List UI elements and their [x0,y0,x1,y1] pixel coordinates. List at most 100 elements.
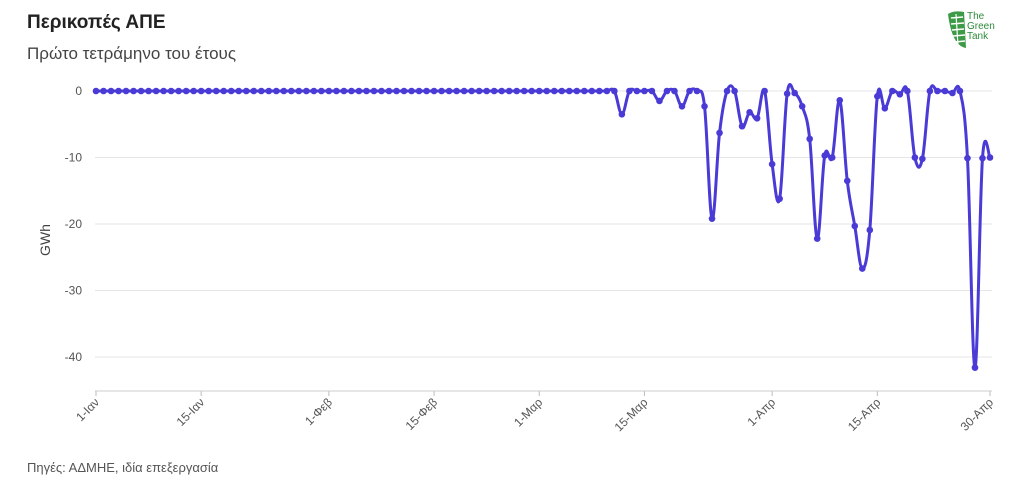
data-point [107,87,115,95]
data-point [333,87,340,95]
y-tick-label: -10 [65,151,83,165]
data-point [137,87,145,95]
data-point [490,87,498,95]
data-point [581,87,588,95]
data-point [671,87,678,95]
data-point [400,87,408,95]
data-point [656,97,663,105]
data-point [190,87,197,95]
data-point [355,87,363,95]
x-tick-label: 15-Μαρ [612,395,651,434]
data-point [934,87,941,95]
data-point [182,87,190,95]
data-point [874,93,881,100]
data-point [949,89,956,97]
data-point [318,87,325,95]
y-tick-label: -20 [65,217,83,231]
x-tick-label: 15-Ιαν [174,395,208,429]
data-point [205,87,212,95]
data-point [408,87,415,95]
data-point [956,87,964,95]
logo-text-line3: Tank [967,31,989,42]
data-point [550,87,558,95]
data-point [453,87,460,95]
data-point [257,87,265,95]
data-point [791,89,798,97]
data-point [761,87,768,95]
data-point [340,87,348,95]
data-point [280,87,288,95]
data-point [535,87,543,95]
data-point [618,110,626,118]
data-point [881,104,889,112]
data-point [708,215,716,222]
data-point [641,87,648,95]
logo-text-line2: Green [967,21,995,32]
data-point [596,87,603,95]
data-point [738,122,746,130]
data-point [393,87,400,95]
data-point [152,87,160,95]
data-point [716,129,723,137]
data-point [851,222,859,230]
data-point [227,87,235,95]
data-point [648,87,656,95]
series-points [92,87,994,371]
data-point [100,87,107,95]
data-point [678,102,686,110]
data-point [843,177,851,185]
y-tick-label: 0 [75,84,82,98]
data-point [445,87,453,95]
data-point [265,87,273,95]
data-point [603,87,611,95]
data-point [528,87,536,95]
data-point [543,87,551,95]
data-point [303,87,310,95]
data-point [460,87,468,95]
data-point [468,87,475,95]
data-point [941,87,949,95]
data-point [242,87,250,95]
data-point [806,135,813,143]
data-point [836,97,844,104]
data-point [160,87,167,95]
data-point [768,160,776,168]
data-point [273,87,280,95]
y-gridlines [95,90,992,358]
data-point [558,87,566,95]
x-tick-label: 15-Φεβ [403,395,441,433]
data-point [776,195,783,203]
data-point [926,87,934,95]
data-point [167,87,175,95]
data-point [633,87,641,95]
data-point [723,87,731,95]
data-point [348,87,355,95]
data-point [731,87,738,95]
chart-title: Περικοπές ΑΠΕ [27,12,166,33]
data-point [611,87,618,95]
data-point [423,87,430,95]
y-axis-label: GWh [37,224,53,256]
data-point [828,154,836,161]
x-tick-label: 15-Απρ [845,395,884,434]
data-point [235,87,243,95]
data-point [896,91,904,98]
data-point [919,155,926,163]
x-tick-labels: 1-Ιαν 15-Ιαν 1-Φεβ 15-Φεβ 1-Μαρ 15-Μαρ 1-Απρ 15… [73,391,996,434]
data-point [505,87,513,95]
y-tick-label: -30 [65,284,83,298]
data-point [821,152,829,159]
data-point [295,87,303,95]
data-point [686,87,693,95]
data-point [175,87,182,95]
data-point [385,87,393,95]
data-point [438,87,445,95]
chart-subtitle: Πρώτο τετράμηνο του έτους [27,44,237,63]
data-point [813,235,821,242]
x-tick-label: 1-Φεβ [302,395,335,428]
data-point [971,364,979,371]
data-point [475,87,483,95]
data-point [363,87,370,95]
data-point [964,154,971,162]
